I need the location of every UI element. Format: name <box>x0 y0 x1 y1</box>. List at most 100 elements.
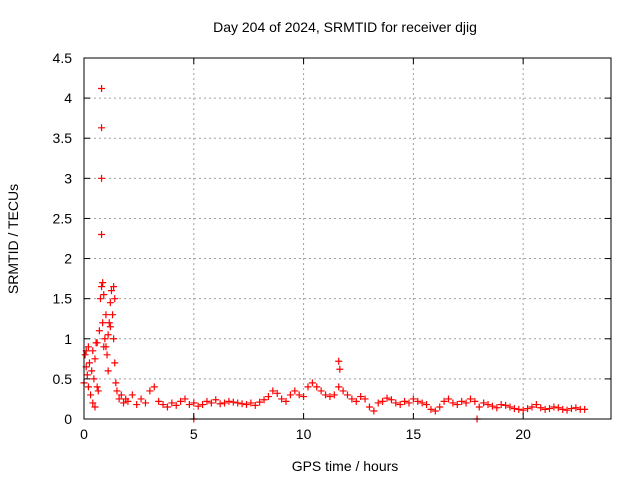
data-point <box>98 174 106 182</box>
data-point <box>300 393 308 401</box>
data-point <box>374 399 382 407</box>
data-point <box>335 357 343 365</box>
data-point <box>234 399 242 407</box>
data-point <box>146 387 154 395</box>
data-point <box>90 375 98 383</box>
data-point <box>104 331 112 339</box>
data-point <box>488 402 496 410</box>
data-point <box>383 394 391 402</box>
data-point <box>317 387 325 395</box>
data-point <box>84 343 92 351</box>
data-point <box>185 401 193 409</box>
data-point <box>581 405 589 413</box>
data-point <box>87 391 95 399</box>
data-point <box>95 327 103 335</box>
data-point <box>559 405 567 413</box>
data-point <box>344 391 351 399</box>
y-tick-label: 4.5 <box>53 50 73 66</box>
data-point <box>89 347 97 355</box>
y-tick-label: 1 <box>64 331 72 347</box>
data-point <box>260 396 268 404</box>
data-point <box>436 403 444 411</box>
data-point <box>515 405 523 413</box>
data-point <box>532 401 540 409</box>
data-point <box>348 395 356 403</box>
y-tick-label: 1.5 <box>53 291 73 307</box>
data-point <box>466 395 474 403</box>
data-point <box>128 391 136 399</box>
data-point <box>256 398 264 406</box>
data-point <box>295 391 303 399</box>
data-point <box>502 401 510 409</box>
data-point <box>120 399 128 407</box>
data-point <box>106 323 114 331</box>
data-point <box>91 355 99 363</box>
data-point <box>480 399 488 407</box>
data-point <box>510 405 518 413</box>
data-point <box>194 402 202 410</box>
data-point <box>339 387 347 395</box>
data-point <box>242 401 250 409</box>
data-point <box>365 403 373 411</box>
data-point <box>528 403 536 411</box>
data-point <box>471 397 479 405</box>
y-tick-label: 4 <box>64 90 72 106</box>
data-point <box>93 339 101 347</box>
data-point <box>273 389 281 397</box>
data-point <box>101 335 109 343</box>
data-point <box>168 399 176 407</box>
y-axis-ticks: 0 0.5 1 1.5 2 2.5 3 3.5 4 4.5 <box>53 50 611 427</box>
data-point <box>98 124 106 132</box>
data-point <box>572 404 580 412</box>
data-point <box>251 401 259 409</box>
data-point <box>537 404 545 412</box>
data-point <box>109 311 117 319</box>
chart-title: Day 204 of 2024, SRMTID for receiver dji… <box>213 19 477 35</box>
data-point <box>181 395 189 403</box>
data-point <box>414 397 422 405</box>
data-point <box>497 401 505 409</box>
data-point <box>91 403 99 411</box>
data-point <box>361 395 369 403</box>
data-point <box>282 397 290 405</box>
data-point <box>269 387 277 395</box>
data-point <box>212 396 220 404</box>
data-point <box>221 399 229 407</box>
y-tick-label: 3 <box>64 170 72 186</box>
data-point <box>291 387 299 395</box>
x-tick-label: 10 <box>296 426 312 442</box>
data-point <box>308 379 316 387</box>
data-point <box>449 399 457 407</box>
data-point <box>83 371 91 379</box>
y-tick-label: 2.5 <box>53 210 73 226</box>
data-point <box>418 399 426 407</box>
data-point <box>88 367 96 375</box>
data-point <box>110 283 118 291</box>
data-point <box>546 405 554 413</box>
data-point <box>115 395 123 403</box>
data-point <box>462 399 470 407</box>
data-point <box>278 395 286 403</box>
data-point <box>493 404 501 412</box>
data-point <box>554 404 562 412</box>
data-point <box>322 391 330 399</box>
x-axis-label: GPS time / hours <box>292 458 399 474</box>
data-point <box>84 383 92 391</box>
data-point <box>313 383 321 391</box>
data-point <box>111 359 119 367</box>
data-point <box>567 405 575 413</box>
data-point <box>229 398 237 406</box>
data-point <box>112 379 120 387</box>
grid-lines <box>84 58 611 419</box>
data-point <box>357 393 365 401</box>
y-tick-label: 0.5 <box>53 371 73 387</box>
data-point <box>99 319 107 327</box>
data-point <box>225 397 233 405</box>
data-point <box>519 406 527 414</box>
x-axis-ticks: 0 5 10 15 20 <box>80 58 531 442</box>
data-point <box>387 396 395 404</box>
data-point <box>98 84 106 92</box>
data-point <box>111 295 119 303</box>
data-point <box>286 391 294 399</box>
data-point <box>141 399 149 407</box>
